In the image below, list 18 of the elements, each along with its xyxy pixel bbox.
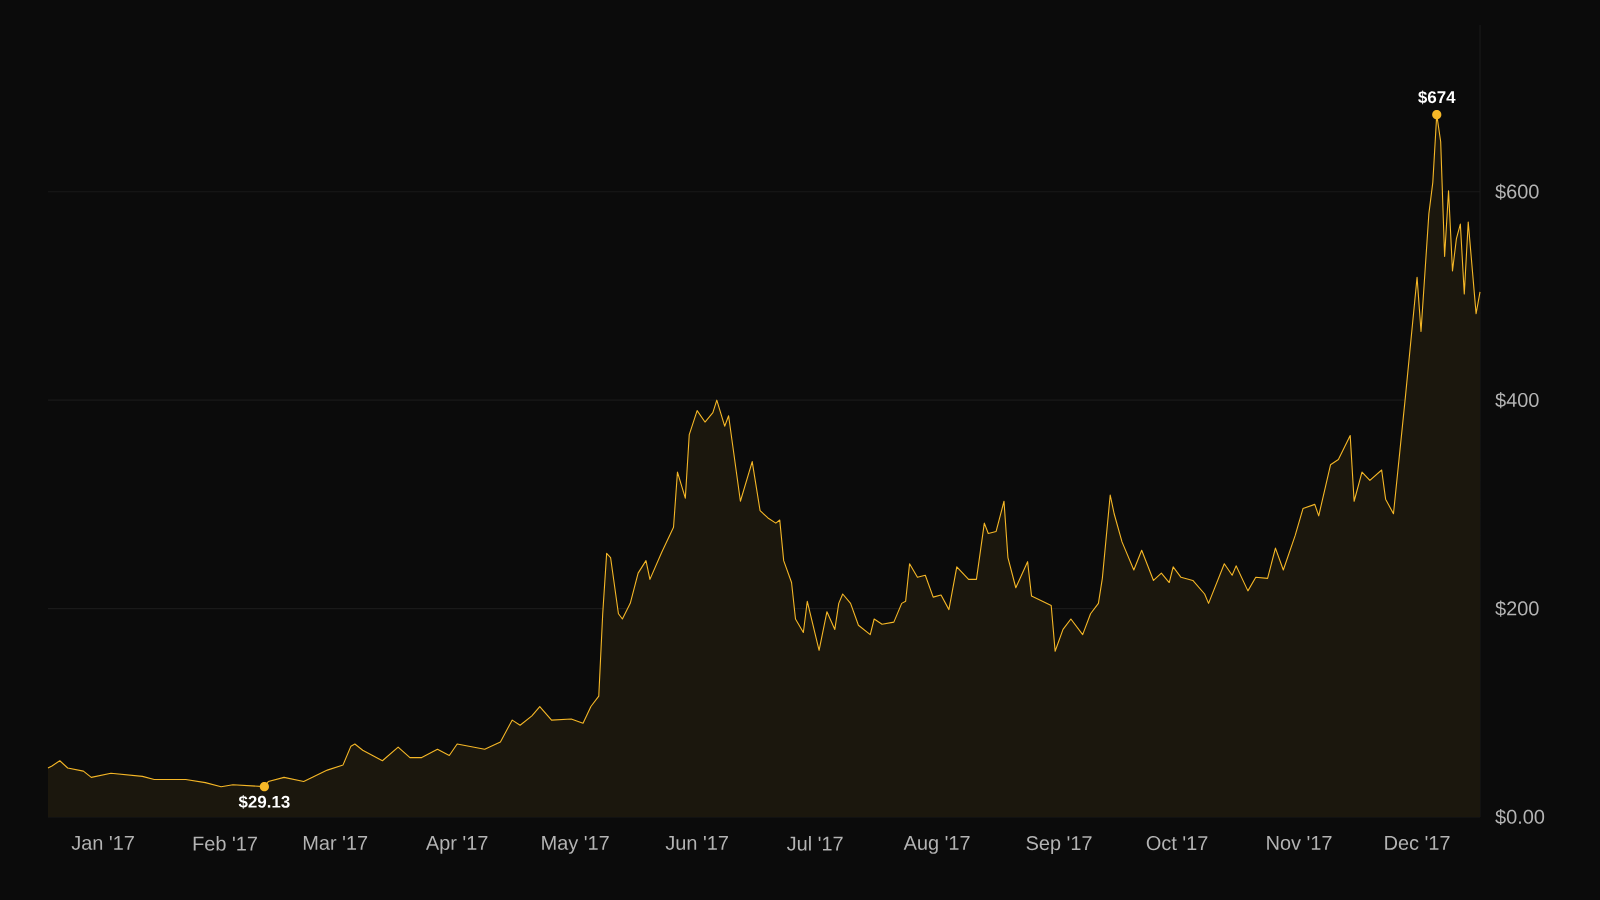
x-tick-label: Aug '17: [903, 836, 970, 854]
x-tick-label: May '17: [542, 836, 609, 854]
x-tick-label: Jun '17: [665, 836, 728, 850]
x-tick-label: Feb '17: [193, 836, 257, 851]
y-tick-label: $600: [1495, 183, 1539, 200]
y-tick-label: $0.00: [1495, 808, 1545, 826]
x-tick-label: Nov '17: [1267, 836, 1332, 850]
x-tick-label: Dec '17: [1385, 836, 1450, 850]
x-tick-label: Apr '17: [425, 836, 488, 854]
annotation: $29.13: [238, 795, 290, 809]
x-tick-label: Mar '17: [303, 836, 368, 850]
x-tick-label: Jul '17: [786, 836, 843, 851]
x-tick-label: Oct '17: [1146, 836, 1208, 851]
y-tick-label: $200: [1495, 600, 1539, 617]
x-tick-label: Jan '17: [71, 836, 134, 850]
annotation: $674: [1418, 90, 1456, 105]
x-tick-label: Sep '17: [1026, 836, 1092, 855]
y-tick-label: $400: [1495, 392, 1539, 409]
